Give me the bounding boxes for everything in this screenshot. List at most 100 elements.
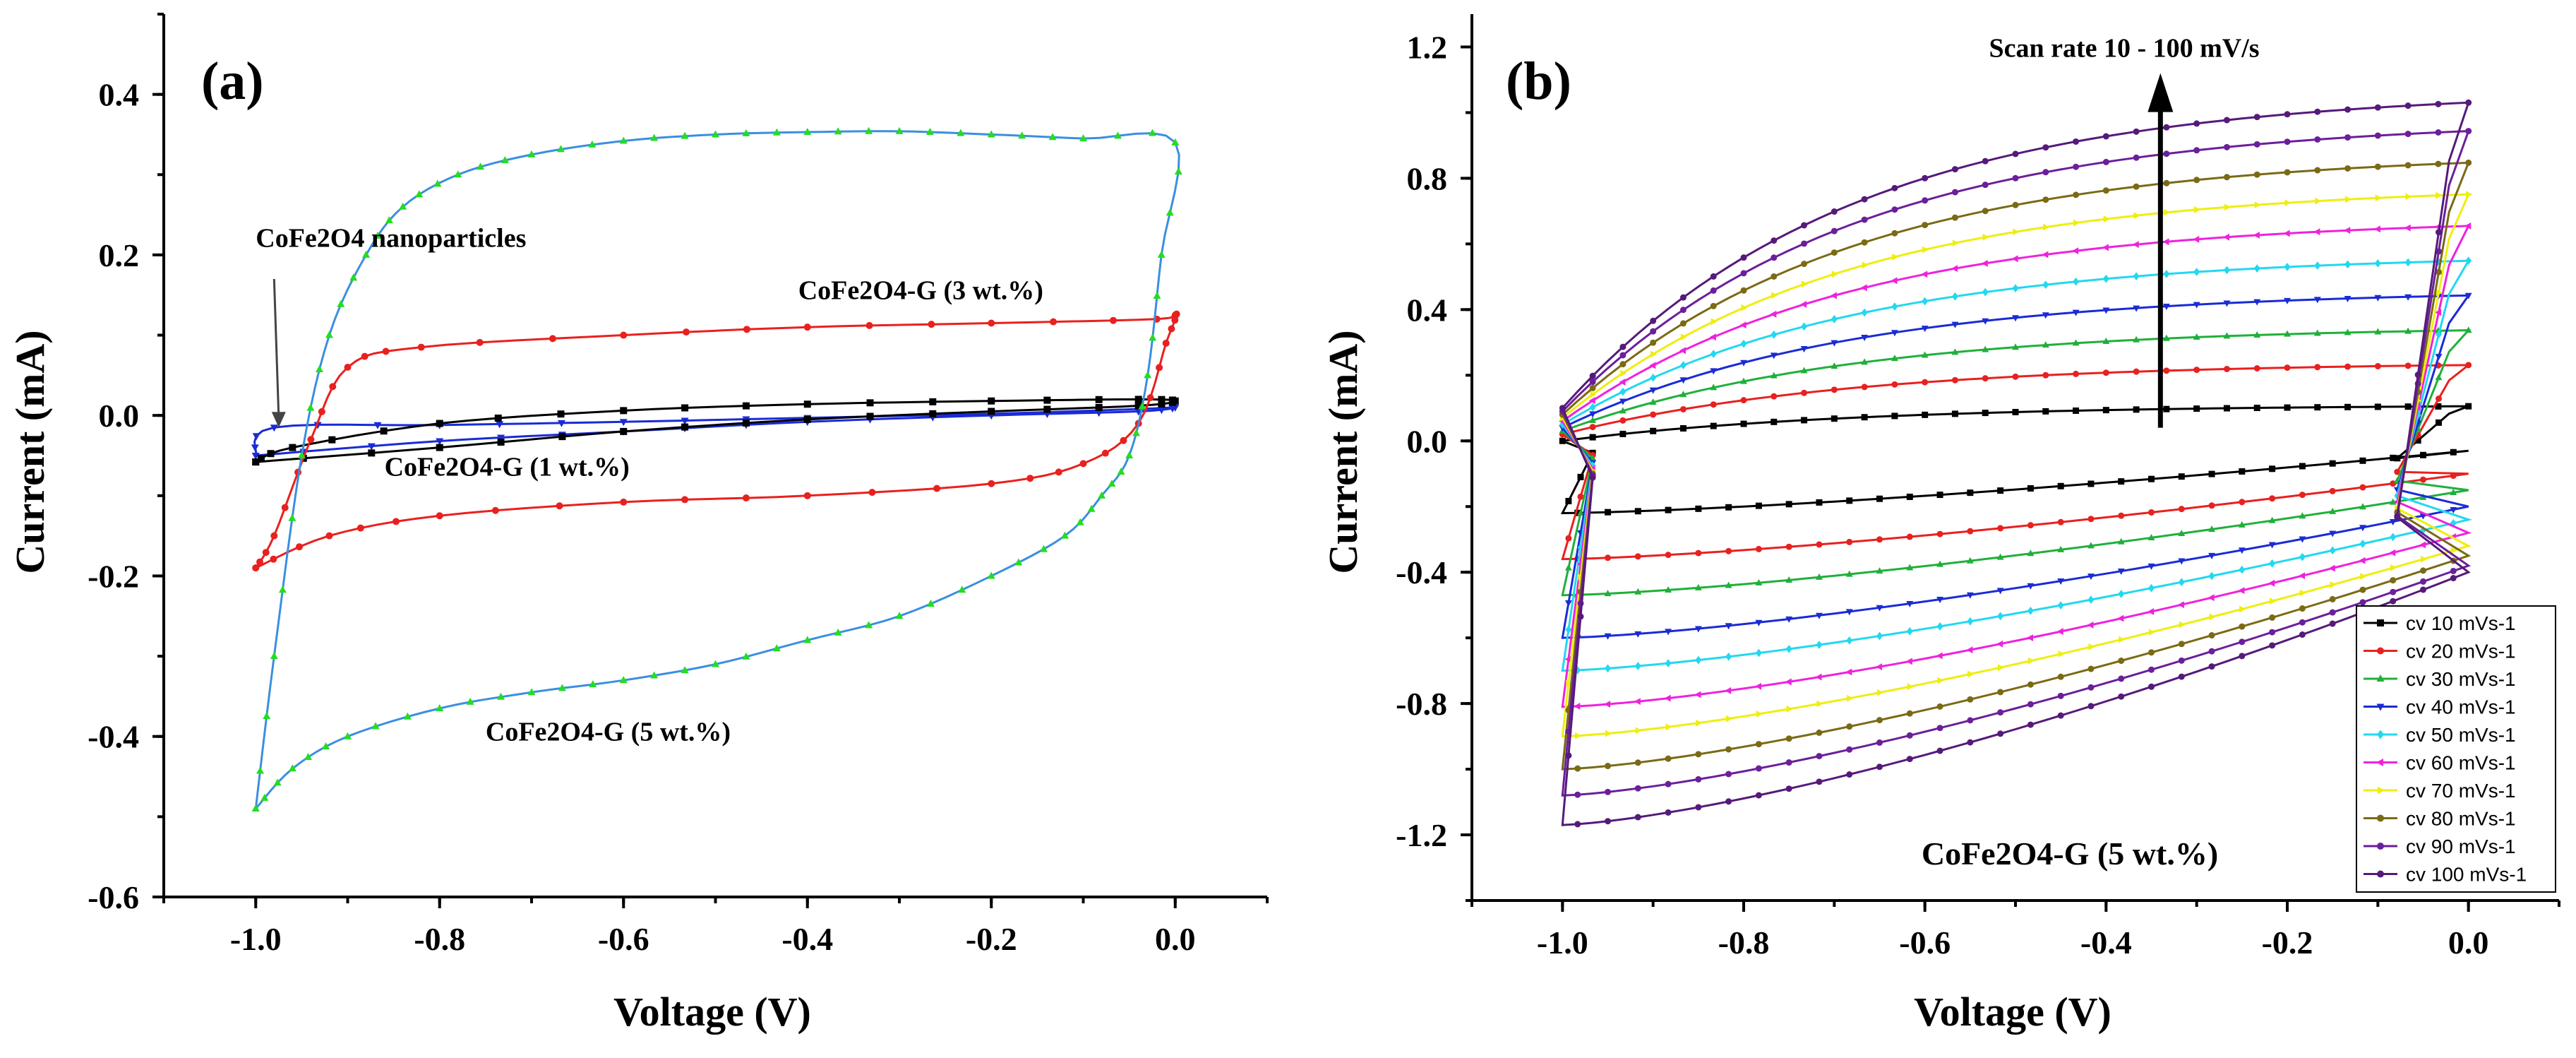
data-point [307, 436, 315, 444]
data-point [2377, 619, 2384, 626]
data-point [270, 652, 278, 660]
data-point [2404, 102, 2412, 109]
data-point [1922, 174, 1929, 182]
data-point [1679, 425, 1687, 432]
data-point [1138, 402, 1146, 410]
data-point [1951, 265, 1958, 273]
data-point [557, 410, 565, 418]
data-point [1771, 254, 1778, 261]
data-point [288, 764, 296, 772]
data-point [2390, 598, 2397, 605]
data-point [2178, 473, 2185, 480]
data-point [1966, 592, 1974, 599]
data-point [2313, 297, 2321, 304]
data-point [1876, 536, 1883, 543]
data-point [1997, 487, 2004, 494]
data-point [1936, 622, 1943, 631]
data-point [1771, 331, 1778, 339]
data-point [1589, 474, 1596, 481]
data-point [2026, 634, 2033, 641]
x-tick-label: -0.8 [414, 921, 465, 957]
data-point [988, 408, 995, 415]
data-point [1144, 371, 1152, 379]
data-point [1982, 375, 1989, 382]
legend-label: cv 100 mVs-1 [2406, 864, 2527, 886]
data-point [1996, 588, 2004, 595]
data-point [1125, 451, 1134, 458]
data-point [1785, 759, 1792, 766]
data-point [1876, 663, 1883, 671]
data-point [1589, 384, 1596, 391]
data-point [2208, 648, 2215, 655]
data-point [1098, 491, 1106, 499]
data-point [1589, 379, 1596, 386]
data-point [1801, 322, 1808, 331]
data-point [1997, 525, 2004, 532]
data-point [2072, 309, 2080, 316]
data-point [2208, 571, 2215, 581]
data-point [2012, 201, 2019, 208]
data-point [1906, 564, 1914, 571]
data-point [2087, 684, 2095, 691]
data-point [1785, 678, 1792, 686]
data-point [865, 621, 873, 629]
data-point [2072, 247, 2079, 255]
data-point [1605, 788, 1611, 795]
data-point [1634, 588, 1642, 595]
data-point [2133, 128, 2140, 135]
series-cofe2o4-g-5-wt- [251, 126, 1182, 812]
data-point [1665, 780, 1672, 787]
data-point [2042, 372, 2049, 379]
data-point [1967, 489, 1974, 497]
x-tick-label: -0.8 [1718, 925, 1770, 961]
data-point [2042, 341, 2049, 348]
data-point [1816, 729, 1823, 736]
data-point [2117, 569, 2125, 576]
data-point [1936, 652, 1943, 660]
data-point [2450, 448, 2457, 456]
data-point [619, 676, 628, 684]
data-point [803, 323, 811, 331]
data-point [1906, 756, 1913, 763]
data-point [2435, 129, 2442, 136]
data-point [2436, 419, 2442, 426]
data-point [1967, 739, 1974, 746]
data-point [2163, 405, 2170, 412]
data-point [2344, 363, 2352, 370]
data-point [1665, 809, 1672, 816]
data-point [357, 524, 364, 532]
legend-item: cv 100 mVs-1 [2364, 864, 2527, 886]
data-point [2450, 575, 2457, 582]
data-point [1785, 616, 1793, 623]
data-point [1831, 227, 1838, 234]
data-point [1634, 631, 1642, 638]
data-point [1906, 710, 1913, 717]
data-point [251, 804, 260, 812]
data-point [1876, 567, 1883, 574]
legend-item: cv 50 mVs-1 [2364, 724, 2516, 746]
data-point [1785, 735, 1792, 742]
data-point [322, 742, 330, 750]
y-tick-label: -0.2 [88, 558, 139, 594]
data-point [1148, 129, 1156, 136]
data-point [1605, 554, 1611, 561]
data-point [2012, 408, 2019, 415]
data-point [2269, 495, 2276, 502]
data-point [252, 433, 260, 441]
data-point [1695, 804, 1702, 811]
data-point [620, 498, 628, 506]
data-point [2344, 328, 2352, 335]
data-point [2420, 567, 2426, 574]
data-point [1862, 261, 1869, 269]
data-point [349, 273, 358, 281]
data-point [2193, 120, 2200, 127]
data-point [1755, 792, 1762, 799]
data-point [2390, 588, 2397, 595]
data-point [2284, 111, 2291, 118]
data-point [1861, 414, 1868, 421]
data-point [2394, 468, 2401, 475]
data-point [958, 586, 966, 593]
data-point [2193, 367, 2200, 374]
data-point [1967, 717, 1974, 724]
data-point [1754, 682, 1761, 690]
